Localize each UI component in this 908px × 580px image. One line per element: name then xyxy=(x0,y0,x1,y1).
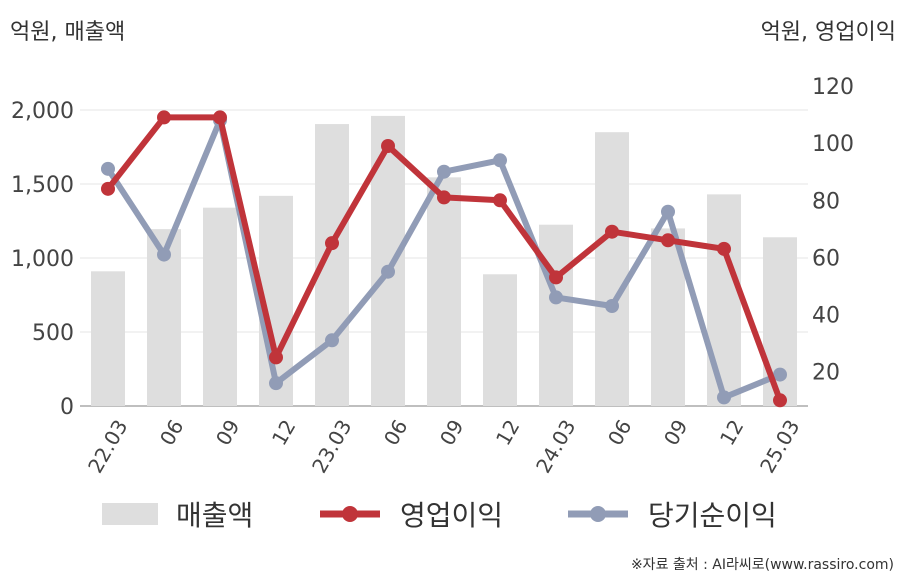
right-y-tick-label: 20 xyxy=(812,361,840,386)
op-point xyxy=(213,110,227,125)
net-point xyxy=(381,264,395,279)
x-tick-label: 09 xyxy=(435,416,469,450)
net-point xyxy=(493,153,507,168)
right-y-tick-label: 40 xyxy=(812,304,840,329)
net-point xyxy=(717,390,731,405)
legend: 매출액 영업이익 당기순이익 xyxy=(0,494,908,534)
op-point xyxy=(493,193,507,208)
x-tick-label: 12 xyxy=(267,416,301,450)
right-y-tick-label: 60 xyxy=(812,246,840,271)
net-point xyxy=(269,376,283,391)
op-point xyxy=(605,224,619,239)
x-tick-label: 06 xyxy=(603,416,637,450)
legend-label-op: 영업이익 xyxy=(400,499,504,532)
left-y-tick-label: 500 xyxy=(32,321,74,346)
sales-bars xyxy=(91,115,797,407)
net-point xyxy=(605,299,619,313)
x-tick-label: 12 xyxy=(491,416,525,450)
op-point xyxy=(661,233,675,248)
left-axis-unit: 억원, 매출액 xyxy=(10,20,126,45)
legend-label-sales: 매출액 xyxy=(176,499,254,532)
right-y-tick-label: 100 xyxy=(812,132,854,157)
line-series xyxy=(101,110,787,408)
left-y-tick-label: 1,500 xyxy=(11,173,74,198)
net-point xyxy=(773,367,787,382)
sales-bar xyxy=(707,194,741,406)
net-point xyxy=(101,161,115,176)
legend-item-net: 당기순이익 xyxy=(566,494,777,534)
op-point xyxy=(325,236,339,251)
op-point xyxy=(101,181,115,196)
legend-item-op: 영업이익 xyxy=(318,494,503,534)
x-tick-label: 22.03 xyxy=(83,416,132,478)
left-y-ticks: 0 500 1,000 1,500 2,000 xyxy=(11,99,74,420)
op-point xyxy=(717,241,731,256)
net-point xyxy=(661,204,675,219)
legend-item-sales: 매출액 xyxy=(102,494,253,534)
op-point xyxy=(269,350,283,365)
op-point xyxy=(437,190,451,205)
sales-bar xyxy=(539,224,573,406)
op-point xyxy=(381,139,395,153)
op-point xyxy=(773,393,787,408)
x-tick-label: 09 xyxy=(659,416,693,450)
left-y-tick-label: 0 xyxy=(60,395,74,420)
sales-bar xyxy=(595,132,629,406)
right-y-tick-label: 80 xyxy=(812,189,840,214)
x-tick-label: 06 xyxy=(379,416,413,450)
right-y-ticks: 20 40 60 80 100 120 xyxy=(812,75,854,386)
combo-chart: 0 500 1,000 1,500 2,000 20 40 60 80 100 120 22.03… xyxy=(11,75,854,478)
net-point xyxy=(437,164,451,179)
x-tick-label: 12 xyxy=(715,416,749,450)
sales-bar xyxy=(427,177,461,406)
sales-bar xyxy=(483,274,517,406)
sales-bar xyxy=(203,207,237,406)
right-axis-unit: 억원, 영업이익 xyxy=(760,20,896,45)
legend-swatch-net xyxy=(568,506,628,522)
sales-bar xyxy=(91,271,125,406)
x-tick-label: 24.03 xyxy=(531,416,580,478)
left-y-tick-label: 1,000 xyxy=(11,247,74,272)
right-y-tick-label: 120 xyxy=(812,75,854,100)
op-point xyxy=(157,110,171,125)
left-y-tick-label: 2,000 xyxy=(11,99,74,124)
x-tick-label: 09 xyxy=(211,416,245,450)
net-point xyxy=(157,247,171,262)
op-point xyxy=(549,270,563,285)
source-note: ※자료 출처 : AI라씨로(www.rassiro.com) xyxy=(630,557,894,573)
x-tick-label: 23.03 xyxy=(307,416,356,478)
net-point xyxy=(549,290,563,305)
legend-swatch-op xyxy=(320,506,380,522)
x-tick-label: 25.03 xyxy=(755,416,804,478)
net-point xyxy=(325,333,339,348)
x-tick-label: 06 xyxy=(155,416,189,450)
x-ticks: 22.03 06 09 12 23.03 06 09 12 24.03 06 09 12 25.03 xyxy=(83,416,804,478)
legend-label-net: 당기순이익 xyxy=(648,499,777,532)
legend-swatch-sales xyxy=(102,503,158,525)
